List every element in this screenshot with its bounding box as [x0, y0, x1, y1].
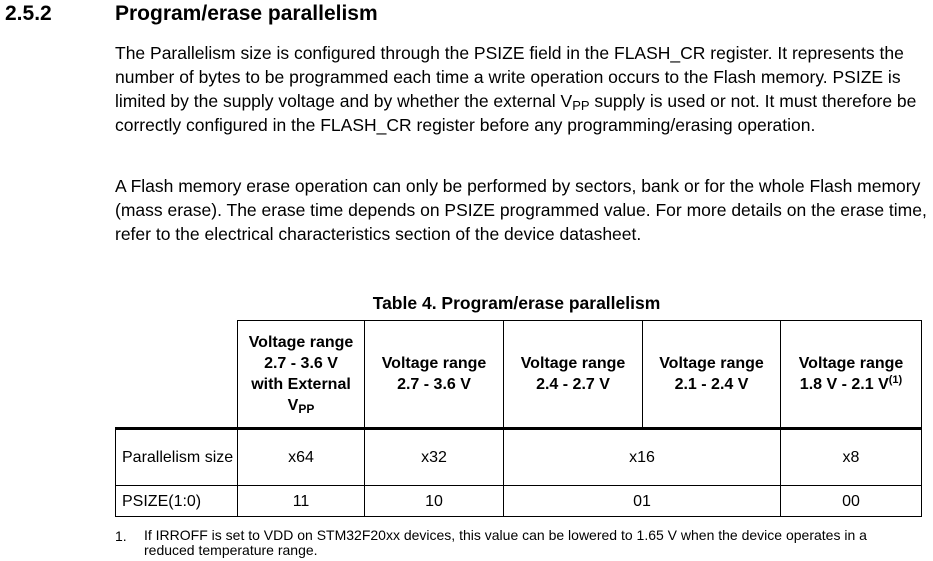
cell-psize-00: 00 — [780, 485, 922, 517]
paragraph-parallelism-size: The Parallelism size is configured throu… — [115, 41, 930, 137]
cell-psize-01: 01 — [503, 485, 781, 517]
table-row-parallelism-size: Parallelism size x64 x32 x16 x8 — [115, 428, 922, 486]
header-col1-line2: 2.7 - 3.6 V — [264, 355, 338, 372]
header-col1-vpp-subscript: PP — [298, 402, 315, 416]
header-voltage-2.7-3.6-external-vpp: Voltage range 2.7 - 3.6 V with External … — [237, 320, 365, 430]
row-label-parallelism-size: Parallelism size — [115, 428, 238, 486]
header-col4-line2: 2.1 - 2.4 V — [674, 376, 749, 393]
cell-parallelism-x32: x32 — [364, 428, 504, 486]
row-label-psize: PSIZE(1:0) — [115, 485, 238, 517]
header-col2-line2: 2.7 - 3.6 V — [397, 376, 471, 393]
cell-parallelism-x16: x16 — [503, 428, 781, 486]
header-voltage-1.8-2.1: Voltage range 1.8 V - 2.1 V(1) — [780, 320, 922, 430]
footnote-number: 1. — [115, 528, 127, 544]
header-voltage-2.7-3.6: Voltage range 2.7 - 3.6 V — [364, 320, 504, 430]
cell-psize-10: 10 — [364, 485, 504, 517]
paragraph1-text-after: supply is used or not. It must therefore… — [115, 91, 917, 135]
header-col1-line1: Voltage range — [248, 334, 354, 351]
vpp-subscript: PP — [572, 98, 590, 113]
header-col5-line1: Voltage range — [798, 355, 904, 372]
footnote-text: If IRROFF is set to VDD on STM32F20xx de… — [144, 527, 867, 558]
header-col4-line1: Voltage range — [659, 355, 764, 372]
cell-parallelism-x8: x8 — [780, 428, 922, 486]
parallelism-table: Voltage range 2.7 - 3.6 V with External … — [115, 320, 922, 517]
header-col5-line2: 1.8 V - 2.1 V — [799, 376, 889, 393]
header-col3-line1: Voltage range — [520, 355, 626, 372]
header-col1-line3: with External — [251, 376, 351, 393]
table-corner-cell — [115, 320, 238, 430]
table-header-row: Voltage range 2.7 - 3.6 V with External … — [115, 320, 922, 430]
cell-parallelism-x64: x64 — [237, 428, 365, 486]
cell-psize-11: 11 — [237, 485, 365, 517]
paragraph1-text-before: The Parallelism size is configured throu… — [115, 43, 904, 111]
section-title: Program/erase parallelism — [115, 2, 378, 25]
header-col1-vpp: V — [287, 397, 299, 414]
table-caption: Table 4. Program/erase parallelism — [372, 293, 661, 313]
section-number: 2.5.2 — [5, 2, 52, 25]
header-voltage-2.1-2.4: Voltage range 2.1 - 2.4 V — [642, 320, 781, 430]
table-row-psize: PSIZE(1:0) 11 10 01 00 — [115, 485, 922, 517]
header-col3-line2: 2.4 - 2.7 V — [536, 376, 610, 393]
header-voltage-2.4-2.7: Voltage range 2.4 - 2.7 V — [503, 320, 643, 430]
paragraph-erase-operation: A Flash memory erase operation can only … — [115, 176, 927, 244]
footnote-reference[interactable]: (1) — [888, 374, 903, 386]
header-col2-line1: Voltage range — [381, 355, 487, 372]
